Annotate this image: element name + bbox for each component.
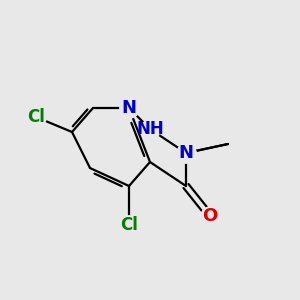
Text: NH: NH xyxy=(136,120,164,138)
Text: O: O xyxy=(202,207,217,225)
Text: Cl: Cl xyxy=(27,108,45,126)
Text: N: N xyxy=(178,144,194,162)
Text: N: N xyxy=(122,99,136,117)
Text: Cl: Cl xyxy=(120,216,138,234)
